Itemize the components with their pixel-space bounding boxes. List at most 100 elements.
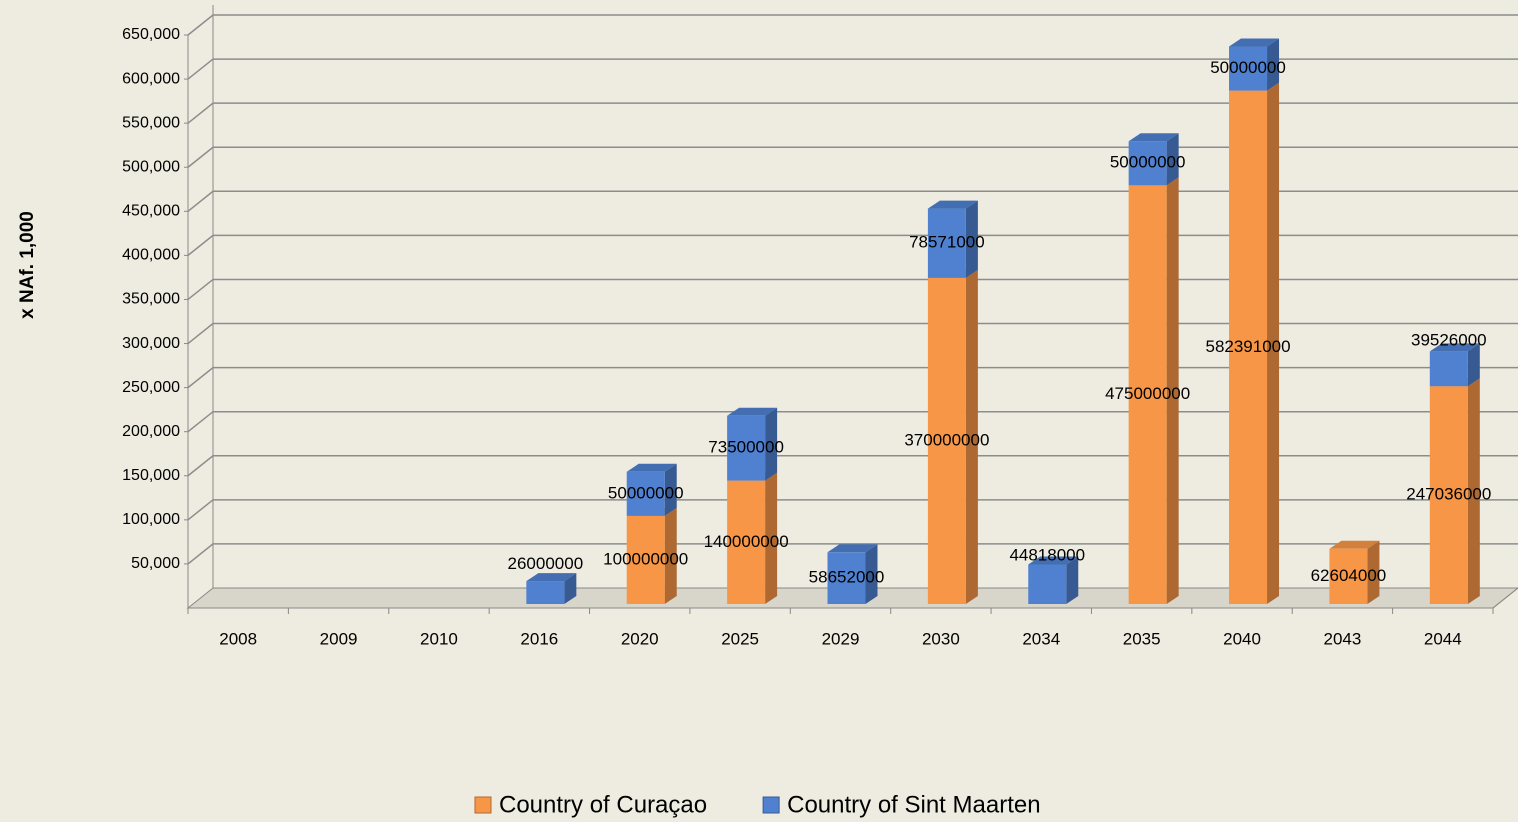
grid-line <box>187 190 1518 212</box>
data-label: 39526000 <box>1411 330 1487 349</box>
y-tick-label: 250,000 <box>122 379 180 396</box>
bar-top <box>727 407 778 416</box>
bar-side <box>664 463 677 516</box>
bar <box>927 208 966 278</box>
bar-top <box>1429 343 1480 352</box>
data-label: 62604000 <box>1311 566 1387 585</box>
data-label: 78571000 <box>909 233 985 252</box>
bar-side <box>1166 177 1179 604</box>
bar <box>1128 185 1167 604</box>
x-tick-label: 2044 <box>1424 629 1462 648</box>
x-tick-label: 2020 <box>621 629 659 648</box>
data-label: 44818000 <box>1009 546 1085 565</box>
grid-line <box>187 102 1518 124</box>
bar <box>927 277 966 604</box>
bar-side <box>965 200 978 278</box>
bar <box>1229 46 1268 91</box>
x-tick-label: 2035 <box>1123 629 1161 648</box>
bar-top <box>1128 133 1179 142</box>
y-tick-label: 350,000 <box>122 291 180 308</box>
grid-line <box>187 366 1518 389</box>
y-tick-label: 100,000 <box>122 511 180 528</box>
bar <box>1128 141 1167 186</box>
grid-line <box>187 146 1518 168</box>
bar-top <box>626 463 677 472</box>
x-tick-label: 2030 <box>922 629 960 648</box>
x-tick-label: 2029 <box>822 629 860 648</box>
bar <box>1429 386 1468 604</box>
bar-top <box>927 200 978 209</box>
y-tick-label: 50,000 <box>131 555 180 572</box>
data-label: 58652000 <box>809 568 885 587</box>
bar-side <box>1367 540 1380 604</box>
legend-swatch <box>474 796 492 814</box>
data-label: 50000000 <box>1210 58 1286 77</box>
x-tick-label: 2025 <box>721 629 759 648</box>
y-tick-label: 550,000 <box>122 114 180 131</box>
bar <box>626 515 665 604</box>
data-label: 140000000 <box>704 532 789 551</box>
bar-side <box>1166 133 1179 186</box>
bar-side <box>765 407 778 481</box>
bar <box>1429 351 1468 387</box>
y-tick-label: 400,000 <box>122 247 180 264</box>
grid-line <box>187 58 1518 80</box>
bar-top <box>1229 38 1280 47</box>
bar-side <box>865 544 878 604</box>
bar <box>727 480 766 604</box>
grid-line <box>187 234 1518 256</box>
y-axis-title: x NAf. 1,000 <box>17 211 38 319</box>
bar <box>727 415 766 481</box>
y-tick-label: 500,000 <box>122 158 180 175</box>
bar-side <box>664 507 677 604</box>
data-label: 100000000 <box>603 549 688 568</box>
x-tick-label: 2008 <box>219 629 257 648</box>
bar <box>1028 564 1067 604</box>
data-label: 475000000 <box>1105 384 1190 403</box>
legend-label: Country of Sint Maarten <box>787 791 1040 818</box>
bar-side <box>1267 82 1280 605</box>
y-tick-label: 300,000 <box>122 335 180 352</box>
y-tick-label: 150,000 <box>122 467 180 484</box>
data-label: 247036000 <box>1406 485 1491 504</box>
bar-top <box>1028 556 1079 565</box>
bar-top <box>526 573 577 582</box>
bar-side <box>564 573 577 604</box>
grid-line <box>187 543 1518 565</box>
bar <box>1229 90 1268 605</box>
bar-side <box>1467 343 1480 387</box>
bar-top <box>1329 540 1380 549</box>
x-tick-label: 2010 <box>420 629 458 648</box>
bar-side <box>965 269 978 604</box>
x-tick-label: 2043 <box>1324 629 1362 648</box>
bar <box>626 471 665 516</box>
x-tick-label: 2016 <box>520 629 558 648</box>
grid-line <box>187 410 1518 433</box>
grid-line <box>187 455 1518 477</box>
x-axis-end <box>1492 587 1518 609</box>
bar <box>1329 548 1368 604</box>
bar-top <box>827 544 878 553</box>
data-label: 26000000 <box>508 554 584 573</box>
data-label: 50000000 <box>1110 153 1186 172</box>
bar-side <box>1066 556 1079 604</box>
y-tick-label: 650,000 <box>122 26 180 43</box>
bar-side <box>1267 38 1280 91</box>
bar-side <box>1467 378 1480 604</box>
grid-line <box>187 278 1518 301</box>
y-tick-label: 200,000 <box>122 423 180 440</box>
data-label: 582391000 <box>1205 337 1290 356</box>
grid-line <box>187 322 1518 345</box>
y-tick-label: 600,000 <box>122 70 180 87</box>
bar <box>526 581 565 604</box>
bar-side <box>765 472 778 604</box>
data-label: 50000000 <box>608 483 684 502</box>
grid-line <box>187 14 1518 36</box>
x-tick-label: 2040 <box>1223 629 1261 648</box>
x-tick-label: 2009 <box>320 629 358 648</box>
data-label: 370000000 <box>904 430 989 449</box>
grid-line <box>187 499 1518 521</box>
bar <box>827 552 866 604</box>
legend-label: Country of Curaçao <box>499 791 707 818</box>
